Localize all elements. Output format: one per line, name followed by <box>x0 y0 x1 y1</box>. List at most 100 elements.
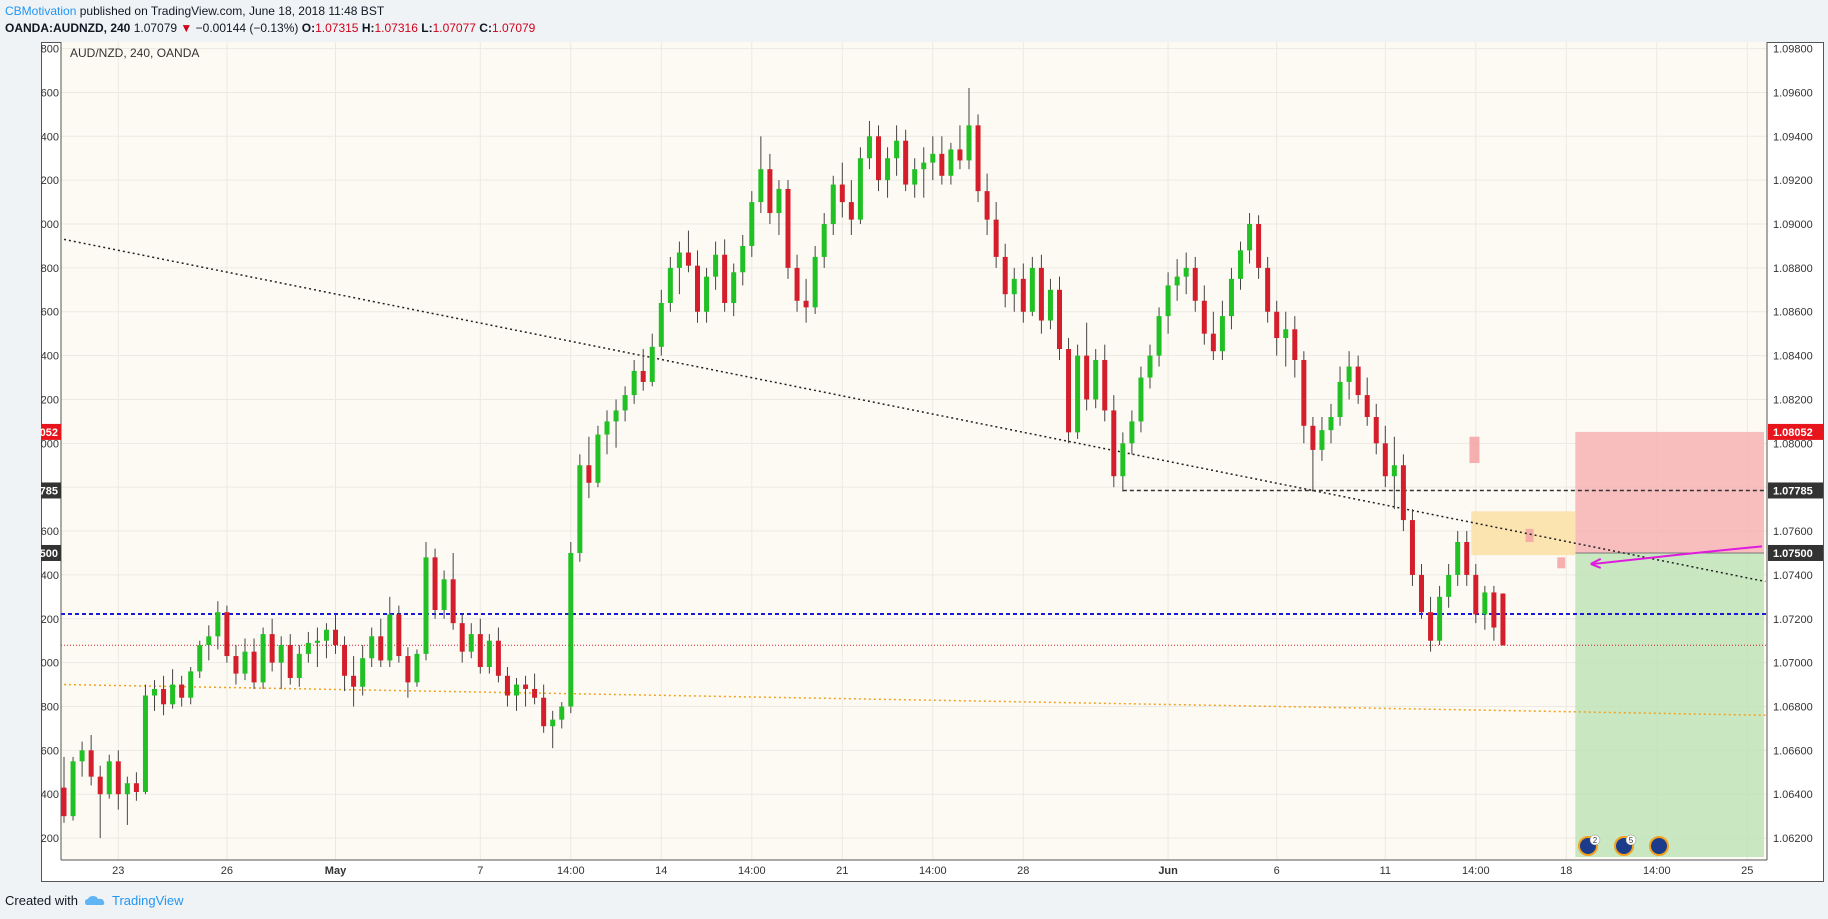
y-tick-label-right: 1.07600 <box>1773 526 1813 538</box>
candle-body <box>450 579 456 624</box>
candle-body <box>351 675 357 687</box>
y-tick-label-right: 1.08400 <box>1773 351 1813 363</box>
sell-marker <box>1469 436 1480 464</box>
candle-body <box>179 684 185 698</box>
candle-body <box>1156 316 1162 356</box>
y-tick-label-left: 1.09800 <box>41 44 59 56</box>
tradingview-link[interactable]: TradingView <box>111 893 184 908</box>
x-tick-label: 28 <box>1017 865 1029 877</box>
candle-body <box>1102 359 1108 411</box>
candle-body <box>523 684 529 689</box>
price-badge-left <box>41 482 61 499</box>
y-tick-label-left: 1.07600 <box>41 526 59 538</box>
candle-body <box>966 125 972 161</box>
publish-line: CBMotivation published on TradingView.co… <box>5 4 384 18</box>
candle-body <box>1201 300 1207 334</box>
symbol-quote-line: OANDA:AUDNZD, 240 1.07079 ▼ −0.00144 (−0… <box>5 21 535 35</box>
y-tick-label-left: 1.09000 <box>41 219 59 231</box>
candle-body <box>142 695 148 793</box>
y-tick-label-left: 1.07000 <box>41 658 59 670</box>
candle-body <box>1174 276 1180 286</box>
candle-body <box>622 395 628 411</box>
candle-body <box>1084 355 1090 400</box>
candle-body <box>930 153 936 163</box>
candle-body <box>1192 267 1198 301</box>
candle-body <box>133 783 139 793</box>
candle-body <box>1473 574 1479 615</box>
candle-body <box>568 552 574 707</box>
candle-body <box>1256 224 1262 268</box>
candle-body <box>1328 417 1334 431</box>
symbol-label: OANDA:AUDNZD, 240 <box>5 21 131 35</box>
x-tick-label: 6 <box>1274 865 1280 877</box>
x-tick-label: May <box>325 865 347 877</box>
supply-zone <box>1471 511 1576 556</box>
y-tick-label-right: 1.07400 <box>1773 570 1813 582</box>
candle-body <box>1210 333 1216 352</box>
candle-body <box>1075 355 1081 433</box>
candle-body <box>305 642 311 654</box>
candle-body <box>468 634 474 652</box>
candle-body <box>1111 410 1117 477</box>
candle-body <box>269 634 275 663</box>
candle-body <box>1301 359 1307 426</box>
candle-body <box>704 276 710 312</box>
event-count-text: 2 <box>1593 836 1598 845</box>
y-tick-label-right: 1.09200 <box>1773 175 1813 187</box>
event-count-badge <box>1589 834 1601 846</box>
candle-body <box>124 783 130 795</box>
candle-body <box>1310 425 1316 450</box>
sell-marker <box>1525 528 1534 543</box>
candle-body <box>170 684 176 705</box>
author-link[interactable]: CBMotivation <box>5 4 77 18</box>
x-tick-label: 26 <box>221 865 233 877</box>
candle-body <box>233 656 239 674</box>
price-badge-right <box>1768 544 1823 561</box>
candle-body <box>423 557 429 654</box>
candle-body <box>1500 593 1506 646</box>
candle-body <box>595 434 601 483</box>
candle-body <box>1382 443 1388 477</box>
candle-body <box>251 651 257 683</box>
y-tick-label-left: 1.07400 <box>41 570 59 582</box>
candle-body <box>432 557 438 610</box>
candle-body <box>1066 349 1072 433</box>
candle-body <box>97 776 103 795</box>
candle-body <box>188 671 194 698</box>
candle-body <box>333 629 338 646</box>
candle-body <box>885 158 891 181</box>
candle-body <box>1482 592 1488 615</box>
candle-body <box>1455 542 1461 575</box>
candle-body <box>1265 267 1271 312</box>
candle-body <box>1228 278 1234 317</box>
down-triangle-icon: ▼ <box>180 21 193 35</box>
candle-body <box>1247 224 1253 251</box>
price-badge-left-text: 1.07785 <box>41 485 58 497</box>
candle-body <box>667 267 673 303</box>
high-label: H: <box>361 21 375 35</box>
candle-body <box>387 614 393 661</box>
candle-body <box>866 136 872 159</box>
candle-body <box>604 421 610 435</box>
x-tick-label: 14 <box>655 865 667 877</box>
x-tick-label: 14:00 <box>1462 865 1490 877</box>
candle-body <box>749 202 755 246</box>
magenta-arrow-line <box>1593 545 1763 565</box>
candle-body <box>1238 250 1243 279</box>
candle-body <box>903 140 909 185</box>
x-tick-label: 25 <box>1741 865 1753 877</box>
y-tick-label-left: 1.08800 <box>41 263 59 275</box>
x-tick-label: 18 <box>1560 865 1572 877</box>
y-tick-label-right: 1.06800 <box>1773 701 1813 713</box>
x-tick-label: 23 <box>112 865 124 877</box>
candle-body <box>1120 443 1126 477</box>
candle-body <box>369 636 375 659</box>
candle-body <box>459 623 465 652</box>
candle-body <box>161 688 167 705</box>
candle-body <box>1464 542 1470 575</box>
price-chart[interactable]: 1.06200 1.06200 1.06400 1.06400 1.06600 1.066… <box>41 42 1824 882</box>
candle-body <box>586 465 592 483</box>
candle-body <box>323 629 329 641</box>
price-badge-right-text: 1.07785 <box>1773 485 1813 497</box>
candle-body <box>486 640 492 668</box>
